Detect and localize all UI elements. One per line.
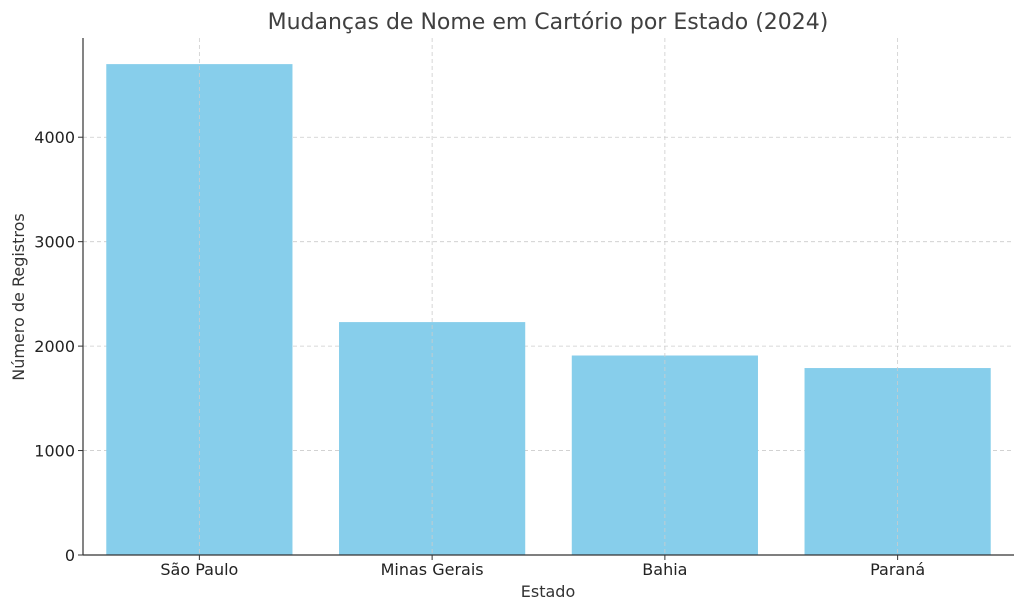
bar [571, 355, 758, 555]
y-axis-label: Número de Registros [9, 213, 28, 381]
x-tick-label: Bahia [642, 560, 687, 579]
y-tick-layer: 0 1000 2000 3000 4000 [34, 128, 83, 565]
y-tick-label: 0 [65, 546, 75, 565]
chart-title: Mudanças de Nome em Cartório por Estado … [268, 10, 829, 35]
y-tick-label: 2000 [34, 337, 75, 356]
vertical-grid-layer [198, 38, 899, 555]
x-tick-label: Paraná [870, 560, 925, 579]
axes-layer [82, 38, 1014, 556]
y-tick-label: 4000 [34, 128, 75, 147]
x-axis-label: Estado [521, 582, 575, 601]
bars-layer [106, 64, 991, 555]
x-tick-layer: São Paulo Minas Gerais Bahia Paraná [160, 555, 925, 579]
x-tick-label: São Paulo [160, 560, 238, 579]
y-tick-label: 3000 [34, 233, 75, 252]
x-tick-label: Minas Gerais [381, 560, 484, 579]
y-tick-label: 1000 [34, 442, 75, 461]
